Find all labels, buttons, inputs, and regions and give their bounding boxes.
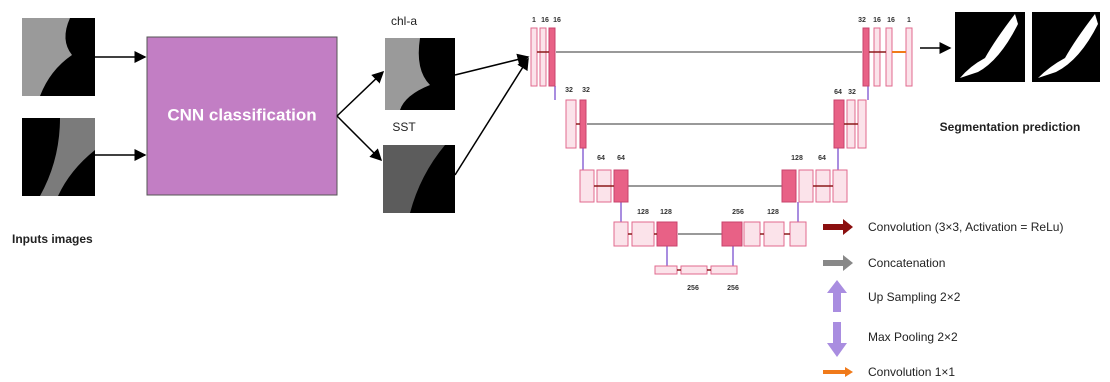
legend-text: Up Sampling 2×2: [868, 290, 961, 304]
channel-count: 256: [687, 285, 699, 292]
output-image: [955, 12, 1025, 82]
legend-text: Max Pooling 2×2: [868, 330, 958, 344]
channel-count: 128: [660, 209, 672, 216]
input-image: [22, 18, 95, 96]
output-image: [1032, 12, 1100, 82]
inputs-label: Inputs images: [12, 232, 93, 246]
channel-count: 128: [791, 155, 803, 162]
channel-count: 128: [767, 209, 779, 216]
chl-image: [385, 38, 455, 110]
channel-count: 32: [582, 87, 590, 94]
channel-count: 32: [848, 89, 856, 96]
channel-count: 256: [732, 209, 744, 216]
channel-count: 16: [887, 17, 895, 24]
legend-text: Concatenation: [868, 256, 945, 270]
legend: Convolution (3×3, Activation = ReLu) Con…: [823, 219, 1063, 379]
arrow: [337, 116, 381, 160]
channel-count: 16: [553, 17, 561, 24]
sst-image: [383, 145, 455, 213]
channel-count: 32: [858, 17, 866, 24]
channel-count: 128: [637, 209, 649, 216]
channel-count: 16: [541, 17, 549, 24]
channel-count: 1: [532, 17, 536, 24]
channel-count: 64: [597, 155, 605, 162]
channel-labels: 1 16 16 32 16 16 1 32 32 64 32 64 64 128…: [532, 17, 911, 292]
arrow: [455, 59, 528, 175]
channel-count: 256: [727, 285, 739, 292]
cnn-label: CNN classification: [167, 105, 316, 124]
channel-count: 64: [834, 89, 842, 96]
arrow: [455, 57, 528, 75]
diagram: Inputs images CNN classification chl-a S…: [0, 0, 1110, 382]
legend-text: Convolution (3×3, Activation = ReLu): [868, 220, 1063, 234]
channel-count: 64: [617, 155, 625, 162]
channel-count: 32: [565, 87, 573, 94]
output-label: Segmentation prediction: [940, 120, 1081, 134]
unet: [531, 28, 912, 274]
input-image: [22, 118, 95, 196]
arrow: [337, 72, 383, 116]
sst-label: SST: [392, 120, 416, 134]
channel-count: 1: [907, 17, 911, 24]
channel-count: 16: [873, 17, 881, 24]
legend-text: Convolution 1×1: [868, 365, 955, 379]
channel-count: 64: [818, 155, 826, 162]
chl-label: chl-a: [391, 14, 417, 28]
